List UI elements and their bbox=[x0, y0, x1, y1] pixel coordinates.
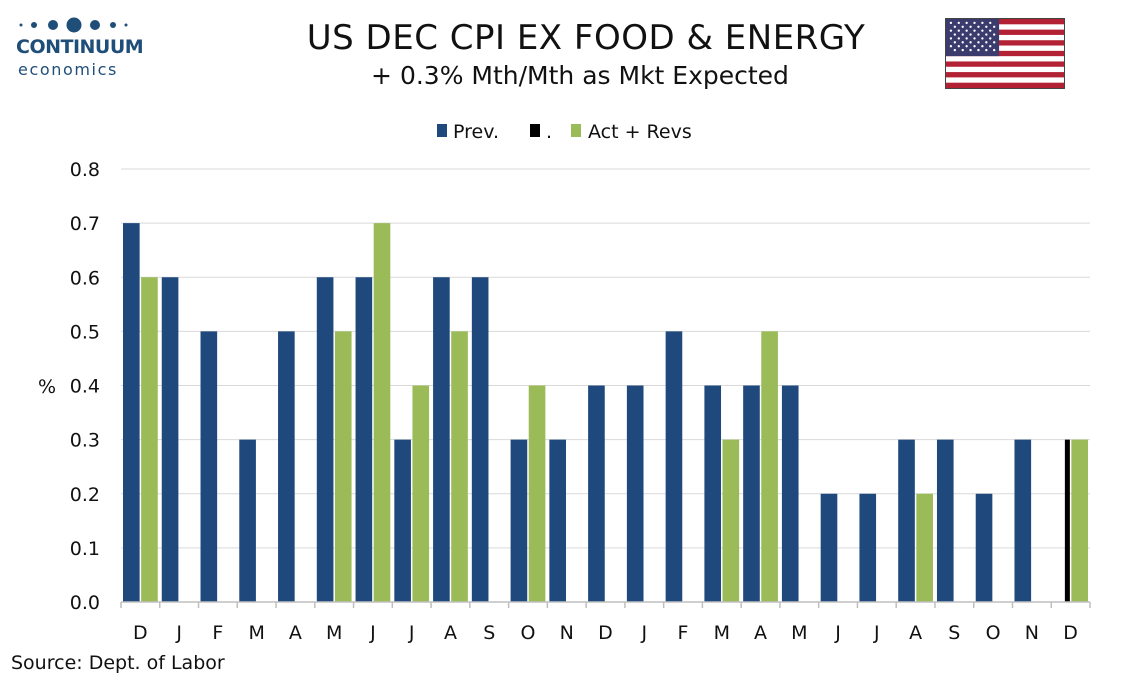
x-tick-label: D bbox=[1063, 622, 1078, 644]
x-tick-label: J bbox=[834, 622, 841, 644]
us-flag-icon bbox=[945, 18, 1065, 89]
x-tick-label: D bbox=[598, 622, 613, 644]
continuum-logo: CONTINUUM economics bbox=[14, 14, 144, 79]
y-tick-label: 0.1 bbox=[70, 538, 100, 560]
bar-act bbox=[916, 493, 933, 602]
chart-title: US DEC CPI EX FOOD & ENERGY bbox=[306, 18, 866, 58]
y-tick-label: 0.6 bbox=[70, 267, 100, 289]
bar-act bbox=[141, 277, 158, 602]
legend-swatch bbox=[530, 124, 540, 137]
x-tick-label: J bbox=[408, 622, 415, 644]
bar-prev bbox=[239, 439, 256, 602]
logo-subtitle: economics bbox=[18, 60, 118, 79]
bar-prev bbox=[200, 331, 218, 602]
bar-prev bbox=[820, 493, 838, 602]
y-axis-label: % bbox=[38, 376, 56, 398]
legend-swatch bbox=[571, 124, 581, 137]
bar-prev bbox=[898, 439, 915, 602]
chart-subtitle: + 0.3% Mth/Mth as Mkt Expected bbox=[371, 61, 789, 90]
x-tick-label: M bbox=[326, 622, 342, 644]
y-tick-label: 0.7 bbox=[70, 213, 100, 235]
bar-prev bbox=[161, 277, 179, 602]
x-tick-label: O bbox=[520, 622, 535, 644]
bar-marker bbox=[1064, 439, 1070, 602]
y-tick-label: 0.2 bbox=[70, 484, 100, 506]
bar-prev bbox=[1014, 439, 1032, 602]
legend-label: Prev. bbox=[453, 121, 499, 143]
x-tick-label: J bbox=[175, 622, 182, 644]
y-tick-label: 0.3 bbox=[70, 430, 100, 452]
x-tick-label: A bbox=[289, 622, 302, 644]
x-tick-label: M bbox=[248, 622, 264, 644]
bar-act bbox=[1071, 439, 1088, 602]
bar-prev bbox=[859, 493, 877, 602]
x-tick-label: A bbox=[444, 622, 457, 644]
x-tick-label: D bbox=[133, 622, 148, 644]
x-tick-label: J bbox=[369, 622, 376, 644]
bar-prev bbox=[549, 439, 566, 602]
x-tick-label: A bbox=[909, 622, 922, 644]
bar-prev bbox=[588, 385, 605, 602]
x-tick-label: M bbox=[791, 622, 807, 644]
x-tick-label: N bbox=[560, 622, 574, 644]
y-tick-label: 0.8 bbox=[70, 159, 100, 181]
x-tick-label: F bbox=[678, 622, 689, 644]
bar-act bbox=[334, 331, 352, 602]
bar-prev bbox=[394, 439, 411, 602]
bar-prev bbox=[936, 439, 954, 602]
x-tick-label: M bbox=[714, 622, 730, 644]
bar-act bbox=[528, 385, 546, 602]
bar-prev bbox=[123, 223, 140, 602]
x-tick-label: N bbox=[1025, 622, 1039, 644]
bar-act bbox=[373, 223, 391, 602]
x-tick-label: J bbox=[640, 622, 647, 644]
bar-act bbox=[412, 385, 430, 602]
bar-act bbox=[722, 439, 740, 602]
bar-prev bbox=[433, 277, 450, 602]
bar-prev bbox=[510, 439, 528, 602]
source-note: Source: Dept. of Labor bbox=[11, 652, 225, 674]
y-tick-label: 0.0 bbox=[70, 592, 100, 614]
bar-prev bbox=[278, 331, 295, 602]
legend-label: Act + Revs bbox=[588, 121, 692, 143]
x-tick-label: O bbox=[986, 622, 1001, 644]
x-tick-label: F bbox=[212, 622, 223, 644]
logo-name: CONTINUUM bbox=[16, 36, 144, 58]
x-tick-label: S bbox=[948, 622, 960, 644]
legend-label: . bbox=[546, 121, 552, 143]
bar-act bbox=[451, 331, 468, 602]
bar-prev bbox=[471, 277, 489, 602]
x-tick-label: A bbox=[754, 622, 767, 644]
bar-act bbox=[761, 331, 778, 602]
bar-prev bbox=[316, 277, 334, 602]
bar-prev bbox=[704, 385, 722, 602]
bar-prev bbox=[355, 277, 373, 602]
legend-swatch bbox=[437, 124, 447, 137]
x-tick-label: J bbox=[873, 622, 880, 644]
bar-prev bbox=[975, 493, 993, 602]
y-tick-label: 0.5 bbox=[70, 321, 100, 343]
logo-dots-icon bbox=[19, 17, 128, 33]
bar-prev bbox=[665, 331, 683, 602]
bar-prev bbox=[781, 385, 799, 602]
bar-prev bbox=[626, 385, 644, 602]
x-tick-label: S bbox=[483, 622, 495, 644]
y-tick-label: 0.4 bbox=[70, 376, 100, 398]
bar-prev bbox=[743, 385, 760, 602]
